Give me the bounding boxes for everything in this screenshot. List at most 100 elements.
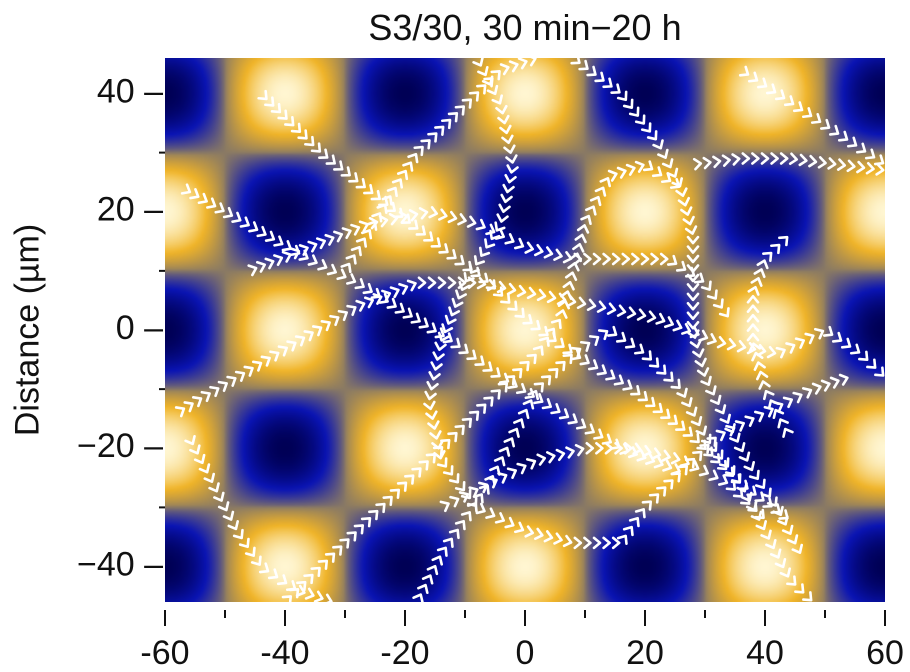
trajectory-marker <box>779 567 792 578</box>
trajectory-marker <box>490 69 501 81</box>
trajectory-marker <box>497 472 508 484</box>
trajectory-marker <box>641 350 653 361</box>
trajectory-marker <box>777 515 789 526</box>
trajectory-marker <box>798 153 808 167</box>
trajectory-marker <box>689 338 703 349</box>
trajectory-marker <box>382 495 393 507</box>
trajectory-marker <box>724 465 736 476</box>
trajectory-marker <box>712 298 724 309</box>
trajectory-marker <box>217 501 230 512</box>
trajectory-marker <box>437 208 448 221</box>
trajectory-marker <box>685 406 698 417</box>
trajectory-marker <box>808 154 818 168</box>
trajectory-marker <box>698 464 709 477</box>
trajectory-marker <box>174 406 186 418</box>
trajectory-marker <box>304 135 315 147</box>
trajectory-marker <box>337 309 348 322</box>
trajectory-marker <box>406 279 417 292</box>
trajectory-marker <box>709 394 722 405</box>
trajectory-marker <box>489 465 501 476</box>
trajectory-marker <box>695 425 708 436</box>
trajectory-marker <box>770 243 781 255</box>
heatmap-field <box>165 58 885 602</box>
trajectory-marker <box>751 351 764 362</box>
trajectory-marker <box>386 297 397 309</box>
trajectory-marker <box>540 375 552 386</box>
trajectory-marker <box>494 512 505 524</box>
trajectory-marker <box>777 418 789 429</box>
trajectory-marker <box>874 366 885 377</box>
trajectory-marker <box>553 248 563 261</box>
trajectory-marker <box>297 129 308 140</box>
trajectory-marker <box>628 106 640 117</box>
trajectory-marker <box>372 293 383 305</box>
trajectory-marker <box>516 462 527 475</box>
trajectory-marker <box>527 389 540 401</box>
trajectory-marker <box>712 155 722 169</box>
trajectory-marker <box>250 555 262 566</box>
trajectory-marker <box>765 83 777 95</box>
trajectory-marker <box>394 302 405 314</box>
trajectory-marker <box>468 486 479 498</box>
trajectory-marker <box>329 314 340 327</box>
trajectory-marker <box>454 424 465 436</box>
trajectory-marker <box>783 95 795 107</box>
trajectory-marker <box>437 276 447 290</box>
trajectory-marker <box>731 153 741 166</box>
trajectory-marker <box>355 178 366 189</box>
trajectory-marker <box>402 307 413 319</box>
x-tick-label: 20 <box>626 634 664 672</box>
trajectory-marker <box>336 268 347 281</box>
trajectory-marker <box>661 158 674 169</box>
trajectory-marker <box>536 453 547 466</box>
trajectory-marker <box>255 260 266 273</box>
trajectory-marker <box>478 246 491 257</box>
trajectory-marker <box>652 139 664 150</box>
trajectory-marker <box>692 450 703 462</box>
trajectory-marker <box>634 114 646 125</box>
trajectory-marker <box>766 496 778 507</box>
trajectory-marker <box>427 132 438 143</box>
trajectory-marker <box>499 63 510 76</box>
trajectory-marker <box>474 355 485 367</box>
trajectory-marker <box>381 195 393 206</box>
trajectory-marker <box>794 583 805 594</box>
trajectory-marker <box>514 521 525 534</box>
trajectory-marker <box>718 457 730 468</box>
trajectory-marker <box>636 449 647 462</box>
trajectory-marker <box>257 89 268 101</box>
trajectory-marker <box>333 160 344 171</box>
trajectory-marker <box>785 342 796 354</box>
trajectory-marker <box>448 306 461 317</box>
trajectory-marker <box>355 299 366 312</box>
trajectory-marker <box>423 231 434 242</box>
trajectory-marker <box>708 469 719 482</box>
trajectory-marker <box>586 298 597 312</box>
trajectory-marker <box>655 312 666 325</box>
trajectory-marker <box>442 465 454 476</box>
trajectory-marker <box>741 152 751 165</box>
trajectory-marker <box>498 203 511 214</box>
trajectory-marker <box>411 467 422 478</box>
trajectory-marker <box>580 214 592 226</box>
trajectory-marker <box>738 451 751 462</box>
trajectory-marker <box>774 89 786 101</box>
trajectory-marker <box>817 156 827 169</box>
trajectory-marker <box>423 400 436 411</box>
trajectory-marker <box>663 316 674 329</box>
trajectory-marker <box>748 469 760 481</box>
trajectory-marker <box>426 380 439 391</box>
trajectory-marker <box>439 500 450 513</box>
trajectory-marker <box>828 124 840 136</box>
trajectory-marker <box>782 396 793 409</box>
trajectory-marker <box>642 160 654 172</box>
trajectory-marker <box>363 296 374 309</box>
trajectory-marker <box>723 466 735 478</box>
trajectory-marker <box>696 367 710 377</box>
trajectory-marker <box>562 534 573 548</box>
trajectory-marker <box>476 403 487 414</box>
trajectory-marker <box>560 290 573 300</box>
trajectory-marker <box>318 148 329 159</box>
trajectory-marker <box>550 403 561 415</box>
trajectory-marker <box>772 408 785 420</box>
